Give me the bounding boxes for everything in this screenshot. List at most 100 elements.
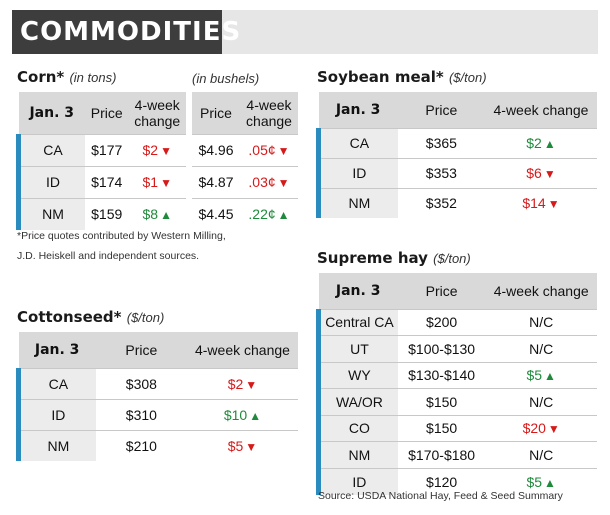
cottonseed-change-amount: $5	[227, 437, 244, 454]
down-arrow-icon: ▼	[245, 439, 258, 454]
hay-change-value: $5 ▲	[526, 474, 555, 490]
soybean-change: $2 ▲	[484, 127, 597, 158]
down-arrow-icon: ▼	[245, 377, 258, 392]
down-arrow-icon: ▼	[547, 422, 560, 437]
up-arrow-icon: ▲	[160, 208, 172, 223]
soybean-change-amount: $2	[526, 135, 542, 151]
hay-header-change: 4-week change	[485, 273, 597, 309]
down-arrow-icon: ▼	[547, 197, 560, 212]
corn-bu-header-price: Price	[192, 92, 240, 134]
hay-change: $5 ▲	[485, 361, 597, 389]
table-row: UT $100-$130 N/C	[315, 335, 597, 362]
corn-bu-change: .22¢ ▲	[240, 197, 298, 230]
row-label: Central CA	[315, 308, 398, 336]
hay-change-amount: N/C	[529, 446, 554, 463]
table-row: ID $310 $10 ▲	[15, 398, 298, 430]
hay-change-amount: N/C	[529, 340, 554, 357]
row-price: $4.87	[192, 165, 240, 198]
row-price: $365	[397, 127, 485, 158]
footnote: *Price quotes contributed by Western Mil…	[17, 226, 226, 266]
table-row: NM $352 $14 ▼	[315, 187, 597, 218]
corn-bu-change-amount: .03¢	[248, 174, 276, 190]
corn-bu-change-value: .03¢ ▼	[248, 174, 289, 190]
row-price: $353	[397, 157, 485, 188]
soybean-header-change: 4-week change	[484, 92, 597, 128]
row-label: NM	[315, 441, 398, 468]
cottonseed-change-amount: $2	[227, 375, 244, 392]
row-price: $177	[84, 133, 129, 166]
corn-bu-change: .03¢ ▼	[240, 165, 298, 198]
row-label: CO	[315, 414, 398, 442]
row-label: NM	[15, 197, 85, 230]
footnote-line2: J.D. Heiskell and independent sources.	[17, 250, 200, 262]
table-row: ID $120 $5 ▲	[315, 467, 597, 495]
up-arrow-icon: ▲	[249, 408, 262, 423]
hay-title: Supreme hay ($/ton)	[317, 249, 471, 267]
table-row: $4.87 .03¢ ▼	[192, 165, 298, 198]
corn-header-price: Price	[84, 92, 129, 134]
table-row: NM $170-$180 N/C	[315, 441, 597, 468]
up-arrow-icon: ▲	[277, 208, 290, 223]
hay-change-value: $20 ▼	[523, 420, 560, 436]
row-price: $4.45	[192, 197, 240, 230]
corn-bu-header-change: 4-week change	[240, 92, 298, 134]
row-price: $352	[397, 187, 485, 218]
row-label: NM	[315, 187, 398, 218]
hay-source: Source: USDA National Hay, Feed & Seed S…	[318, 490, 563, 502]
down-arrow-icon: ▼	[160, 144, 172, 158]
hay-change-value: $5 ▲	[526, 367, 555, 383]
corn-unit-bushels: (in bushels)	[192, 71, 260, 86]
corn-ton-change-amount: $2	[142, 142, 159, 158]
table-row: Central CA $200 N/C	[315, 308, 597, 336]
cottonseed-header-date: Jan. 3	[18, 332, 96, 368]
corn-ton-change: $1 ▼	[128, 165, 186, 198]
row-price: $150	[397, 414, 486, 442]
table-row: $4.96 .05¢ ▼	[192, 133, 298, 166]
soybean-change-value: $14 ▼	[522, 195, 559, 211]
corn-unit-tons: (in tons)	[69, 70, 117, 85]
corn-bushel-caption: (in bushels)	[192, 69, 259, 87]
cottonseed-change-value: $2 ▼	[228, 376, 257, 392]
corn-bu-change-value: .05¢ ▼	[248, 142, 289, 158]
soybean-change-amount: $14	[522, 195, 546, 212]
corn-ton-change-value: $1 ▼	[143, 174, 172, 190]
cottonseed-unit: ($/ton)	[126, 310, 165, 325]
hay-change: $5 ▲	[485, 467, 597, 495]
hay-change-amount: N/C	[529, 393, 554, 410]
hay-unit: ($/ton)	[433, 251, 471, 266]
row-price: $174	[84, 165, 129, 198]
hay-change-amount: $20	[522, 420, 546, 437]
corn-bu-change-amount: .05¢	[248, 142, 276, 158]
row-price: $200	[397, 308, 486, 336]
row-label: UT	[315, 335, 398, 362]
corn-ton-change-amount: $1	[142, 174, 159, 190]
row-price: $310	[95, 398, 187, 430]
corn-ton-change-amount: $8	[142, 206, 159, 223]
corn-ton-change-value: $8 ▲	[143, 206, 172, 222]
hay-change-amount: $5	[526, 473, 543, 490]
soybean-title: Soybean meal* ($/ton)	[317, 68, 487, 86]
hay-change: N/C	[485, 335, 597, 362]
soybean-table: Jan. 3 Price 4-week change CA $365 $2 ▲ ID $3…	[315, 92, 597, 218]
table-row: $4.45 .22¢ ▲	[192, 197, 298, 230]
row-price: $130-$140	[397, 361, 486, 389]
soybean-change: $6 ▼	[484, 157, 597, 188]
soybean-title-text: Soybean meal*	[317, 68, 444, 86]
row-price: $159	[84, 197, 129, 230]
up-arrow-icon: ▲	[544, 369, 556, 384]
corn-bu-change: .05¢ ▼	[240, 133, 298, 166]
hay-change: $20 ▼	[485, 414, 597, 442]
cottonseed-table: Jan. 3 Price 4-week change CA $308 $2 ▼ ID $3…	[15, 332, 298, 461]
hay-title-text: Supreme hay	[317, 249, 428, 267]
table-row: CO $150 $20 ▼	[315, 414, 597, 442]
corn-header-date: Jan. 3	[18, 92, 85, 134]
table-row: WY $130-$140 $5 ▲	[315, 361, 597, 389]
soybean-change-value: $6 ▼	[526, 165, 555, 181]
table-row: ID $174 $1 ▼	[15, 165, 186, 198]
up-arrow-icon: ▲	[544, 475, 556, 490]
row-price: $4.96	[192, 133, 240, 166]
row-label: CA	[15, 367, 96, 399]
row-label: ID	[15, 165, 85, 198]
corn-title: Corn* (in tons)	[17, 68, 116, 86]
row-label: CA	[315, 127, 398, 158]
